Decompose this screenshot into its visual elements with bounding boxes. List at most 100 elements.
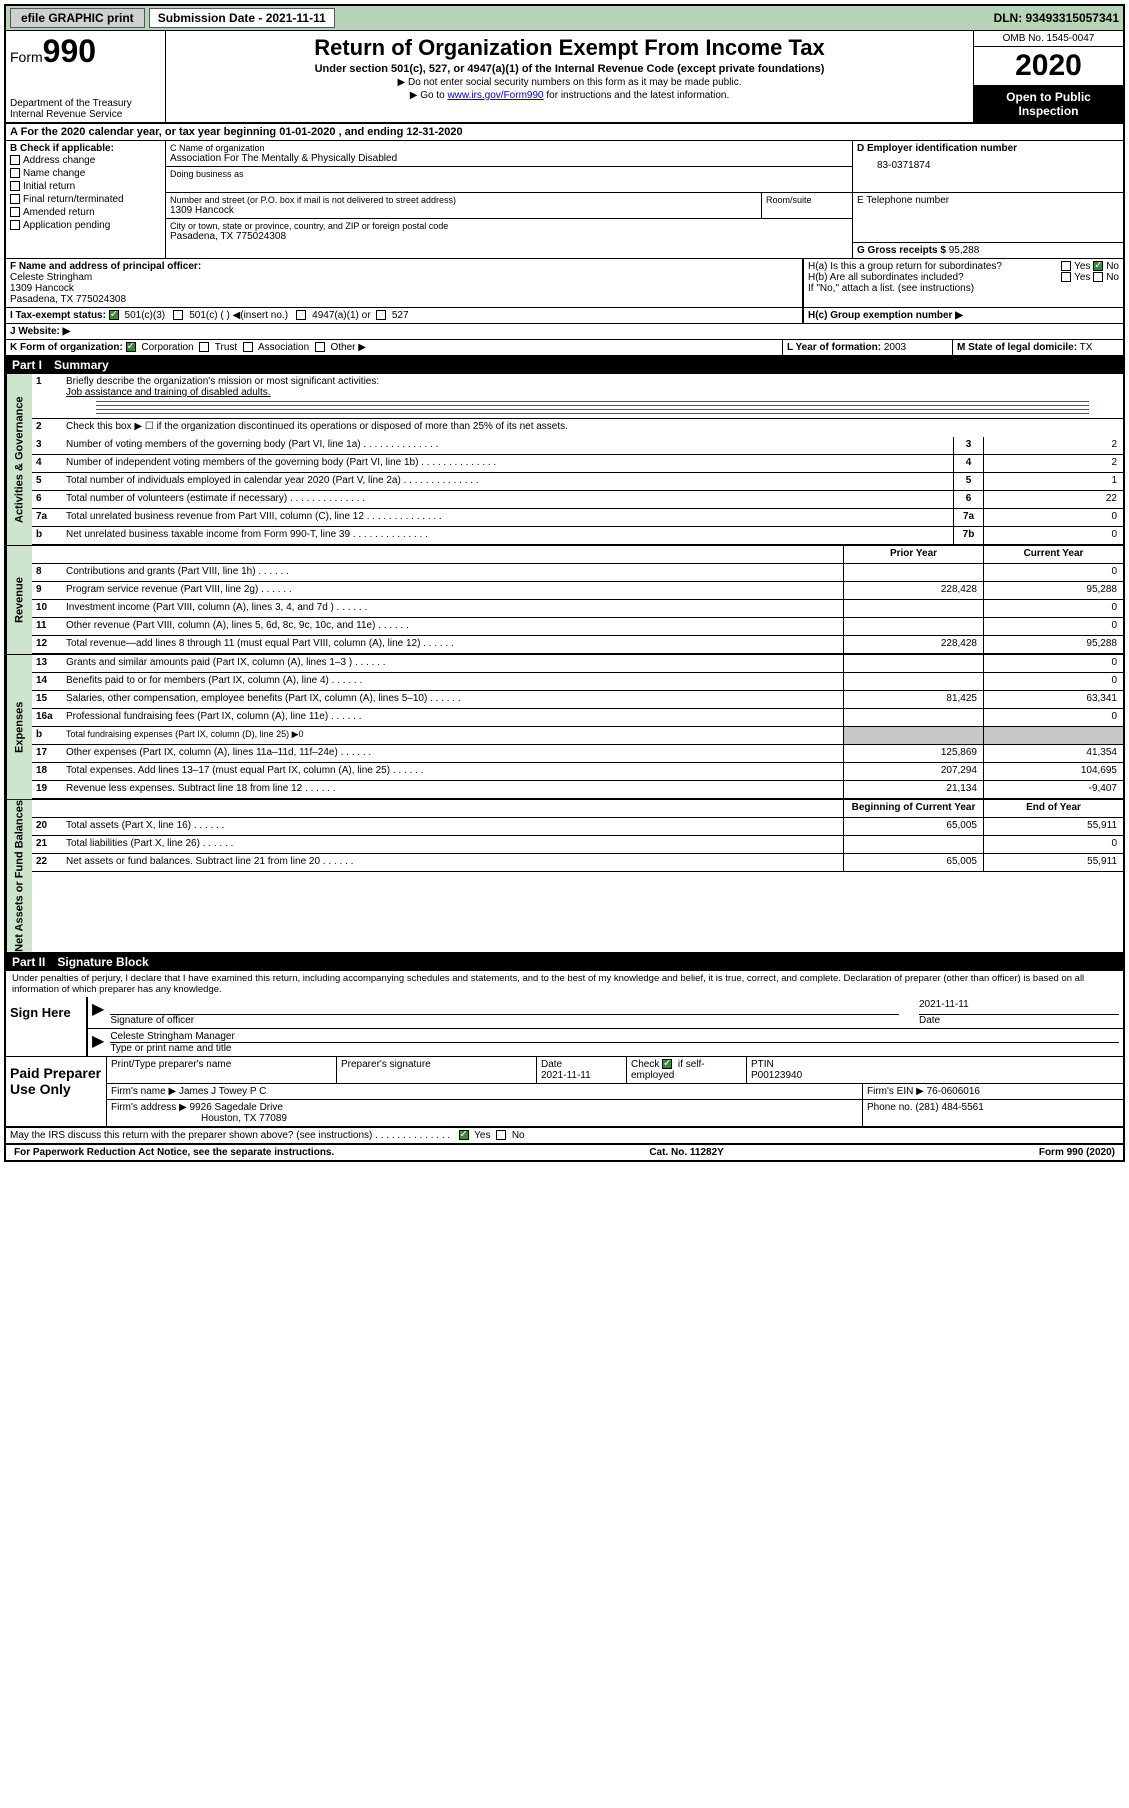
summary-group: Expenses13Grants and similar amounts pai…: [6, 655, 1123, 800]
footer-cat: Cat. No. 11282Y: [649, 1147, 723, 1158]
trust-box[interactable]: [199, 342, 209, 352]
checkbox[interactable]: [10, 220, 20, 230]
4947-box[interactable]: [296, 310, 306, 320]
firm-ein-label: Firm's EIN ▶: [867, 1086, 924, 1097]
corp-box[interactable]: [126, 342, 136, 352]
prep-date-label: Date: [541, 1059, 562, 1070]
summary-group: Activities & Governance1Briefly describe…: [6, 374, 1123, 546]
assoc-box[interactable]: [243, 342, 253, 352]
sign-here-section: Sign Here ▶ Signature of officer 2021-11…: [6, 997, 1123, 1057]
discuss-yes-box[interactable]: [459, 1130, 469, 1140]
goto-pre: ▶ Go to: [410, 90, 448, 101]
4947-label: 4947(a)(1) or: [312, 310, 370, 321]
ha-yes-box[interactable]: [1061, 261, 1071, 271]
arrow-icon: ▶: [92, 999, 104, 1026]
summary-body: 1Briefly describe the organization's mis…: [32, 374, 1123, 545]
checkbox[interactable]: [10, 207, 20, 217]
501c3-box[interactable]: [109, 310, 119, 320]
preparer-fields: Print/Type preparer's name Preparer's si…: [106, 1057, 1123, 1126]
check-b-item: Application pending: [10, 219, 161, 232]
section-hc: H(c) Group exemption number ▶: [803, 308, 1123, 323]
column-header: Prior YearCurrent Year: [32, 546, 1123, 564]
year-form-value: 2003: [884, 342, 906, 353]
irs-label: Internal Revenue Service: [10, 109, 161, 120]
form-label: Form: [10, 49, 43, 65]
hb-label: H(b) Are all subordinates included?: [808, 272, 964, 283]
check-b-item: Amended return: [10, 206, 161, 219]
501c-label: 501(c) ( ) ◀(insert no.): [189, 310, 288, 321]
check-b-item: Name change: [10, 167, 161, 180]
checkbox[interactable]: [10, 168, 20, 178]
yes-label: Yes: [1074, 261, 1090, 272]
vertical-label: Activities & Governance: [6, 374, 32, 545]
dept-treasury: Department of the Treasury: [10, 98, 161, 109]
hb-no-box[interactable]: [1093, 272, 1103, 282]
summary-line: 6Total number of volunteers (estimate if…: [32, 491, 1123, 509]
summary-body: Prior YearCurrent Year8Contributions and…: [32, 546, 1123, 654]
paid-preparer-label: Paid Preparer Use Only: [6, 1057, 106, 1126]
efile-print-button[interactable]: efile GRAPHIC print: [10, 8, 145, 28]
summary-line: 13Grants and similar amounts paid (Part …: [32, 655, 1123, 673]
column-header: Beginning of Current YearEnd of Year: [32, 800, 1123, 818]
other-box[interactable]: [315, 342, 325, 352]
summary-line: 9Program service revenue (Part VIII, lin…: [32, 582, 1123, 600]
summary-group: Net Assets or Fund BalancesBeginning of …: [6, 800, 1123, 953]
527-box[interactable]: [376, 310, 386, 320]
officer-addr2: Pasadena, TX 775024308: [10, 294, 798, 305]
summary-line: 16aProfessional fundraising fees (Part I…: [32, 709, 1123, 727]
ptin-value: P00123940: [751, 1070, 802, 1081]
section-klm: K Form of organization: Corporation Trus…: [6, 340, 1123, 356]
527-label: 527: [392, 310, 409, 321]
section-j: J Website: ▶: [6, 324, 1123, 339]
omb-number: OMB No. 1545-0047: [974, 31, 1123, 47]
summary-line: 5Total number of individuals employed in…: [32, 473, 1123, 491]
summary-line: 15Salaries, other compensation, employee…: [32, 691, 1123, 709]
discuss-no-box[interactable]: [496, 1130, 506, 1140]
discuss-yes: Yes: [474, 1130, 490, 1141]
ein-value: 83-0371874: [857, 160, 1119, 171]
section-h: H(a) Is this a group return for subordin…: [803, 259, 1123, 307]
gross-label: G Gross receipts $: [857, 245, 946, 256]
sign-date: 2021-11-11: [919, 999, 1119, 1015]
officer-name: Celeste Stringham: [10, 272, 798, 283]
501c-box[interactable]: [173, 310, 183, 320]
section-fh: F Name and address of principal officer:…: [6, 259, 1123, 308]
discuss-no: No: [512, 1130, 525, 1141]
tax-exempt-label: I Tax-exempt status:: [10, 310, 106, 321]
section-k: K Form of organization: Corporation Trus…: [6, 340, 783, 355]
goto-note: ▶ Go to www.irs.gov/Form990 for instruct…: [170, 90, 969, 101]
year-form-label: L Year of formation:: [787, 342, 881, 353]
vertical-label: Expenses: [6, 655, 32, 799]
summary-line: 21Total liabilities (Part X, line 26)0: [32, 836, 1123, 854]
part1-num: Part I: [12, 358, 42, 372]
irs-link[interactable]: www.irs.gov/Form990: [447, 90, 543, 101]
topbar: efile GRAPHIC print Submission Date - 20…: [6, 6, 1123, 31]
summary-line: 18Total expenses. Add lines 13–17 (must …: [32, 763, 1123, 781]
part1-header: Part I Summary: [6, 356, 1123, 374]
hb-yes-box[interactable]: [1061, 272, 1071, 282]
form-header: Form990 Department of the Treasury Inter…: [6, 31, 1123, 124]
self-employed-box[interactable]: [662, 1059, 672, 1069]
vertical-label: Revenue: [6, 546, 32, 654]
domicile-label: M State of legal domicile:: [957, 342, 1077, 353]
checkbox[interactable]: [10, 155, 20, 165]
firm-name-label: Firm's name ▶: [111, 1086, 176, 1097]
firm-addr-label: Firm's address ▶: [111, 1102, 187, 1113]
summary-line: 22Net assets or fund balances. Subtract …: [32, 854, 1123, 872]
check-b-item: Final return/terminated: [10, 193, 161, 206]
header-left: Form990 Department of the Treasury Inter…: [6, 31, 166, 122]
section-l: L Year of formation: 2003: [783, 340, 953, 355]
checkbox[interactable]: [10, 194, 20, 204]
yes-label2: Yes: [1074, 272, 1090, 283]
tax-year: 2020: [974, 47, 1123, 86]
summary-line: 11Other revenue (Part VIII, column (A), …: [32, 618, 1123, 636]
summary-line: bTotal fundraising expenses (Part IX, co…: [32, 727, 1123, 745]
ha-no-box[interactable]: [1093, 261, 1103, 271]
prep-print-label: Print/Type preparer's name: [107, 1057, 337, 1083]
checkbox[interactable]: [10, 181, 20, 191]
submission-date: Submission Date - 2021-11-11: [149, 8, 335, 28]
summary-line: 7aTotal unrelated business revenue from …: [32, 509, 1123, 527]
prep-check-label: Check: [631, 1059, 659, 1070]
summary-line: 20Total assets (Part X, line 16)65,00555…: [32, 818, 1123, 836]
summary-line: 17Other expenses (Part IX, column (A), l…: [32, 745, 1123, 763]
